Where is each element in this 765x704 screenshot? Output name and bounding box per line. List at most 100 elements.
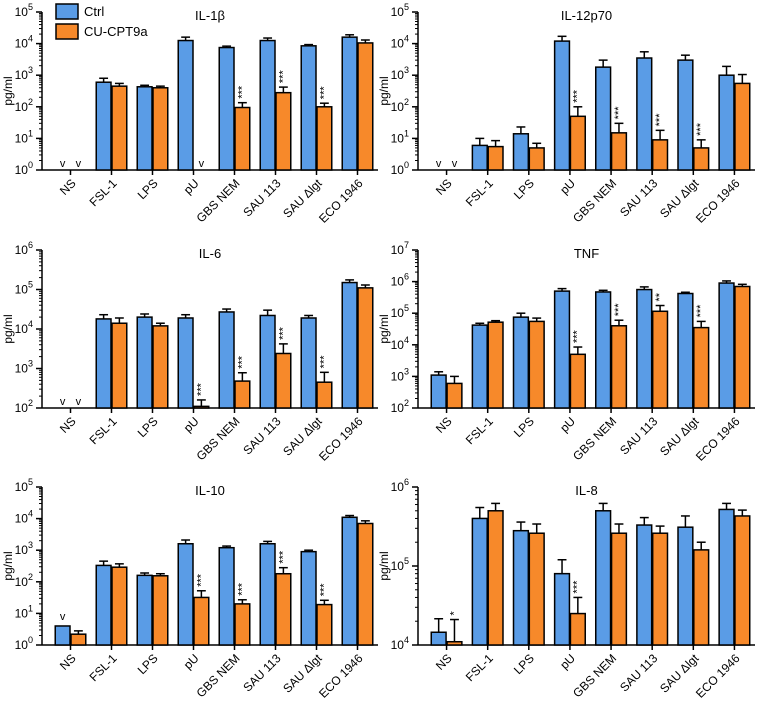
bar-ctrl — [218, 546, 235, 646]
y-axis-label: pg/ml — [377, 314, 391, 343]
x-tick-label: GBS NEM — [194, 176, 243, 225]
bar-cucpt9a — [193, 405, 210, 409]
bar-ctrl — [54, 625, 71, 646]
x-tick-label: pU — [557, 414, 578, 435]
bar-cucpt9a — [275, 572, 292, 646]
x-tick-label: FSL-1 — [463, 414, 496, 447]
chart-panel-4: IL-10 pg/ml 100 101 102 103 104 105 NS v FSL-1 LPS p… — [1, 477, 378, 701]
bar-ctrl — [636, 57, 653, 171]
x-tick-label: NS — [433, 414, 455, 436]
bar-cucpt9a — [70, 633, 87, 646]
y-tick-label: 102 — [391, 398, 409, 415]
bar-cucpt9a — [111, 85, 128, 171]
x-tick-label: pU — [181, 414, 202, 435]
y-tick-label: 103 — [391, 65, 409, 82]
x-tick-label: NS — [57, 414, 79, 436]
x-tick-label: NS — [433, 651, 455, 673]
legend-label-ctrl: Ctrl — [84, 4, 104, 19]
bar-cucpt9a — [651, 532, 669, 646]
y-tick-label: 100 — [15, 160, 33, 177]
bar-ctrl — [300, 550, 317, 646]
bar-cucpt9a — [651, 139, 669, 171]
x-tick-label: LPS — [135, 414, 161, 440]
bar-cucpt9a — [569, 353, 586, 409]
x-tick-label: ECO 1946 — [316, 176, 366, 226]
bar-cucpt9a — [275, 352, 292, 409]
x-tick-label: FSL-1 — [87, 651, 120, 684]
y-tick-label: 104 — [391, 635, 409, 652]
y-tick-label: 103 — [15, 540, 33, 557]
not-detected-mark: v — [76, 158, 82, 170]
x-tick-label: ECO 1946 — [316, 414, 366, 464]
bar-ctrl — [259, 542, 276, 646]
bar-ctrl — [595, 66, 612, 171]
x-tick-label: NS — [57, 651, 79, 673]
bar-ctrl — [677, 59, 694, 171]
bar-ctrl — [136, 316, 153, 409]
not-detected-mark: v — [199, 158, 205, 170]
bar-ctrl — [177, 39, 194, 171]
bar-cucpt9a — [487, 510, 504, 646]
bar-cucpt9a — [487, 321, 504, 409]
y-axis-label: pg/ml — [1, 76, 15, 105]
x-tick-label: pU — [557, 176, 578, 197]
significance-mark: *** — [236, 85, 248, 99]
chart-panel-3: TNF pg/ml 102 103 104 105 106 107 NS FSL-1 LPS pU **… — [377, 240, 755, 464]
legend: Ctrl CU-CPT9a — [55, 3, 148, 40]
bar-ctrl — [471, 517, 488, 646]
bar-ctrl — [677, 526, 694, 646]
bar-ctrl — [95, 318, 112, 409]
not-detected-mark: v — [60, 396, 66, 408]
bar-cucpt9a — [693, 147, 710, 171]
x-tick-label: SAU 113 — [240, 651, 283, 694]
bar-cucpt9a — [111, 566, 128, 646]
x-tick-label: pU — [181, 176, 202, 197]
x-tick-label: pU — [181, 651, 202, 672]
bar-cucpt9a — [152, 87, 169, 171]
significance-mark: * — [448, 611, 460, 616]
bar-ctrl — [718, 508, 735, 646]
significance-mark: *** — [318, 355, 330, 369]
bar-cucpt9a — [651, 310, 669, 409]
bar-cucpt9a — [734, 82, 751, 171]
bar-ctrl — [636, 288, 653, 409]
y-axis-label: pg/ml — [377, 76, 391, 105]
y-tick-label: 105 — [391, 556, 409, 573]
bar-ctrl — [636, 524, 653, 646]
bar-cucpt9a — [569, 115, 586, 171]
chart-panel-2: IL-6 pg/ml 102 103 104 105 106 NS v v FSL-1 LPS pU **… — [1, 240, 378, 464]
bar-ctrl — [300, 317, 317, 409]
bar-ctrl — [471, 144, 488, 171]
x-tick-label: ECO 1946 — [693, 414, 743, 464]
chart-title: IL-6 — [199, 246, 221, 261]
bar-ctrl — [341, 516, 358, 646]
bar-cucpt9a — [610, 132, 628, 171]
significance-mark: *** — [277, 550, 289, 564]
bar-ctrl — [677, 292, 694, 409]
significance-mark: *** — [572, 89, 584, 103]
bar-cucpt9a — [357, 522, 374, 646]
legend-label-cucpt9a: CU-CPT9a — [84, 24, 148, 39]
y-tick-label: 104 — [15, 509, 33, 526]
significance-mark: *** — [277, 326, 289, 340]
bar-cucpt9a — [528, 320, 545, 409]
bar-ctrl — [512, 529, 530, 646]
y-axis-label: pg/ml — [377, 551, 391, 580]
bar-cucpt9a — [569, 612, 586, 646]
significance-mark: *** — [572, 580, 584, 594]
legend-swatch-cucpt9a — [55, 23, 79, 40]
x-tick-label: GBS NEM — [570, 414, 619, 463]
bar-cucpt9a — [152, 325, 169, 409]
bar-ctrl — [300, 45, 317, 171]
bar-cucpt9a — [316, 603, 333, 646]
y-tick-label: 105 — [15, 280, 33, 297]
y-tick-label: 105 — [391, 2, 409, 19]
y-tick-label: 103 — [391, 366, 409, 383]
y-tick-label: 101 — [15, 603, 33, 620]
significance-mark: ** — [654, 292, 666, 301]
bar-ctrl — [259, 39, 276, 171]
bar-ctrl — [430, 374, 447, 409]
y-tick-label: 104 — [391, 34, 409, 51]
y-tick-label: 107 — [391, 240, 409, 257]
